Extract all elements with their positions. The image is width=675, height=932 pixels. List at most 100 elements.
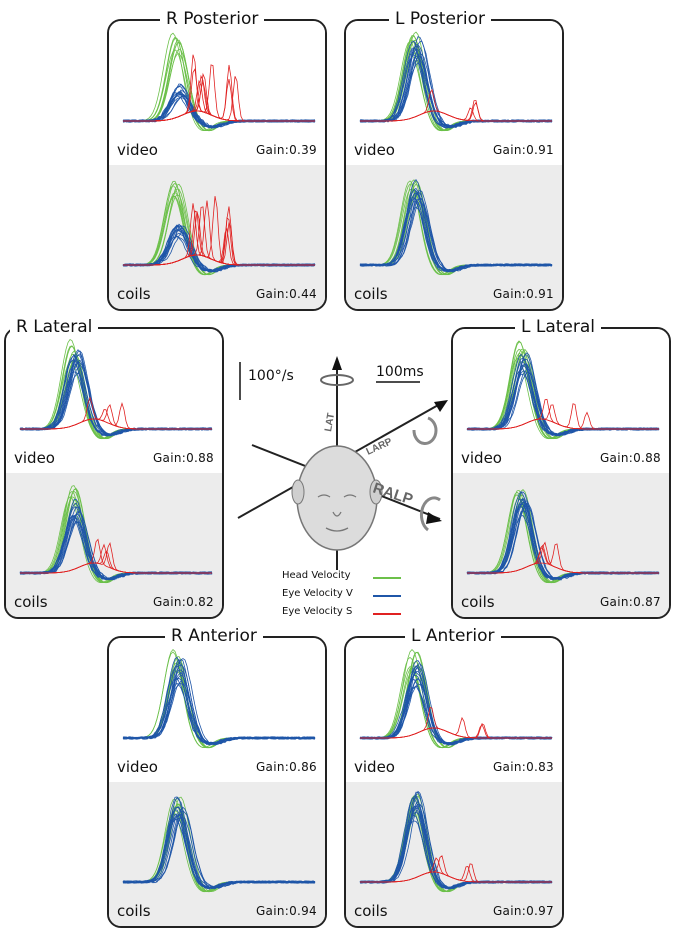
modality-label: coils bbox=[117, 285, 151, 303]
axis-label-larp: LARP bbox=[365, 436, 395, 458]
time-scale-label: 100ms bbox=[376, 364, 424, 380]
trace-line bbox=[123, 662, 315, 749]
video-plot: video Gain:0.83 bbox=[346, 638, 562, 782]
trace-line bbox=[360, 36, 553, 128]
modality-label: video bbox=[14, 449, 55, 467]
trace-line bbox=[123, 64, 315, 122]
panel-title: L Anterior bbox=[405, 624, 501, 648]
panel-title: R Posterior bbox=[160, 7, 265, 31]
legend-label: Head Velocity bbox=[282, 570, 351, 581]
video-plot: video Gain:0.86 bbox=[109, 638, 325, 782]
trace-line bbox=[122, 665, 316, 746]
gain-label: Gain:0.91 bbox=[492, 143, 554, 157]
modality-label: coils bbox=[14, 593, 48, 611]
trace-line bbox=[467, 357, 660, 436]
trace-line bbox=[467, 404, 659, 430]
trace-line bbox=[360, 35, 552, 132]
trace-plot bbox=[122, 796, 316, 893]
modality-label: video bbox=[354, 758, 395, 776]
trace-plot bbox=[466, 340, 660, 440]
coils-plot: coils Gain:0.82 bbox=[6, 473, 222, 617]
video-plot: video Gain:0.91 bbox=[346, 21, 562, 165]
legend-item: Eye Velocity V bbox=[282, 588, 353, 599]
trace-line bbox=[123, 649, 315, 748]
panel-l-lateral: video Gain:0.88 coils Gain:0.87 bbox=[451, 327, 671, 619]
trace-line bbox=[122, 809, 316, 890]
trace-line bbox=[123, 67, 315, 122]
panel-l-posterior: video Gain:0.91 coils Gain:0.91 bbox=[344, 19, 564, 311]
gain-label: Gain:0.91 bbox=[492, 287, 554, 301]
gain-label: Gain:0.86 bbox=[255, 760, 317, 774]
trace-plot bbox=[359, 790, 553, 893]
video-plot: video Gain:0.88 bbox=[6, 329, 222, 473]
panel-r-lateral: video Gain:0.88 coils Gain:0.82 bbox=[4, 327, 224, 619]
trace-line bbox=[359, 794, 553, 889]
trace-line bbox=[122, 93, 316, 128]
trace-line bbox=[359, 811, 553, 890]
trace-line bbox=[359, 790, 553, 890]
video-plot: video Gain:0.88 bbox=[453, 329, 669, 473]
trace-line bbox=[359, 47, 553, 129]
axis-label-ralp: RALP bbox=[371, 480, 415, 509]
trace-line bbox=[359, 803, 553, 890]
trace-line bbox=[122, 674, 316, 745]
trace-line bbox=[360, 793, 552, 893]
trace-line bbox=[359, 200, 553, 273]
axis-line bbox=[237, 403, 441, 519]
trace-line bbox=[360, 795, 552, 893]
trace-line bbox=[359, 803, 553, 889]
head-ear bbox=[369, 479, 383, 505]
trace-line bbox=[467, 341, 659, 440]
trace-line bbox=[467, 543, 659, 574]
modality-label: video bbox=[461, 449, 502, 467]
arrow-icon bbox=[332, 356, 342, 370]
panel-r-posterior: video Gain:0.39 coils Gain:0.44 bbox=[107, 19, 327, 311]
trace-line bbox=[122, 664, 316, 746]
trace-plot bbox=[359, 649, 553, 749]
trace-line bbox=[123, 180, 315, 276]
trace-plot bbox=[122, 180, 316, 276]
trace-line bbox=[123, 656, 315, 749]
trace-line bbox=[122, 813, 316, 889]
trace-line bbox=[122, 813, 316, 889]
axis-line bbox=[251, 444, 441, 520]
legend-swatch bbox=[373, 577, 401, 579]
modality-label: video bbox=[354, 141, 395, 159]
gain-label: Gain:0.94 bbox=[255, 904, 317, 918]
gain-label: Gain:0.83 bbox=[492, 760, 554, 774]
trace-line bbox=[20, 404, 212, 430]
coils-plot: coils Gain:0.44 bbox=[109, 165, 325, 309]
trace-line bbox=[122, 806, 316, 889]
trace-line bbox=[123, 665, 315, 748]
modality-label: coils bbox=[354, 902, 388, 920]
trace-plot bbox=[19, 485, 213, 584]
trace-line bbox=[360, 795, 552, 892]
legend-label: Eye Velocity V bbox=[282, 588, 353, 599]
trace-line bbox=[20, 542, 212, 574]
rotation-icon bbox=[412, 416, 438, 445]
trace-line bbox=[360, 100, 552, 122]
panel-l-anterior: video Gain:0.83 coils Gain:0.97 bbox=[344, 636, 564, 928]
gain-label: Gain:0.87 bbox=[599, 595, 661, 609]
trace-line bbox=[122, 682, 316, 745]
trace-line bbox=[122, 96, 316, 129]
trace-line bbox=[466, 358, 660, 436]
trace-line bbox=[466, 490, 660, 580]
trace-line bbox=[122, 92, 316, 128]
legend-swatch bbox=[373, 595, 401, 597]
trace-line bbox=[360, 188, 552, 276]
trace-line bbox=[122, 814, 316, 888]
trace-line bbox=[360, 188, 552, 276]
trace-line bbox=[359, 798, 553, 890]
trace-line bbox=[20, 549, 212, 574]
trace-line bbox=[359, 791, 553, 890]
arrow-icon bbox=[434, 400, 448, 412]
legend-label: Eye Velocity S bbox=[282, 606, 353, 617]
rotation-icon bbox=[420, 496, 441, 532]
trace-line bbox=[123, 651, 315, 749]
trace-line bbox=[122, 809, 316, 890]
trace-line bbox=[122, 224, 316, 272]
trace-line bbox=[123, 798, 315, 893]
trace-line bbox=[466, 491, 660, 580]
head-shape bbox=[296, 445, 378, 551]
